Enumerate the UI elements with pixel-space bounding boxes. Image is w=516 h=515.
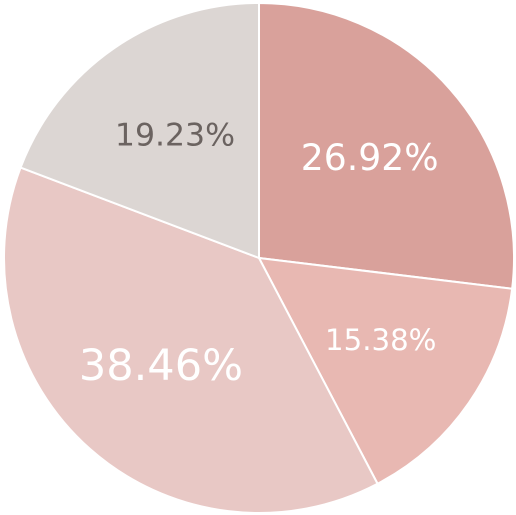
slice-label: 38.46% — [79, 341, 243, 391]
pie-slice — [257, 256, 514, 486]
pie-slice — [19, 1, 260, 260]
slice-label: 19.23% — [115, 117, 235, 153]
slice-label: 15.38% — [325, 323, 436, 357]
slice-label: 26.92% — [301, 136, 439, 179]
pie-slice — [3, 166, 379, 514]
pie-slice — [258, 1, 515, 290]
